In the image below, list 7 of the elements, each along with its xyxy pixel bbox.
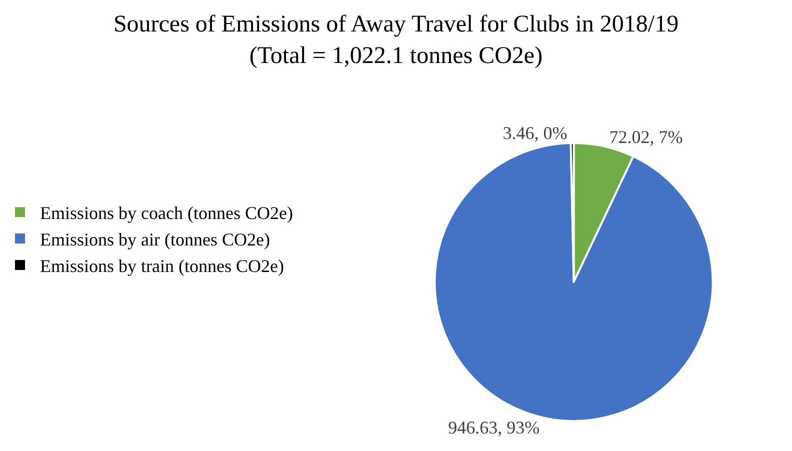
legend-label: Emissions by coach (tonnes CO2e) <box>40 203 293 224</box>
legend-label: Emissions by air (tonnes CO2e) <box>40 230 270 250</box>
data-label: 72.02, 7% <box>609 126 683 147</box>
chart-title: Sources of Emissions of Away Travel for Clubs in 2018/19 (Total = 1,022.1 tonnes CO2e) <box>113 12 679 69</box>
legend-label: Emissions by train (tonnes CO2e) <box>40 256 284 276</box>
data-label: 3.46, 0% <box>502 122 568 143</box>
data-label: 946.63, 93% <box>448 417 540 438</box>
